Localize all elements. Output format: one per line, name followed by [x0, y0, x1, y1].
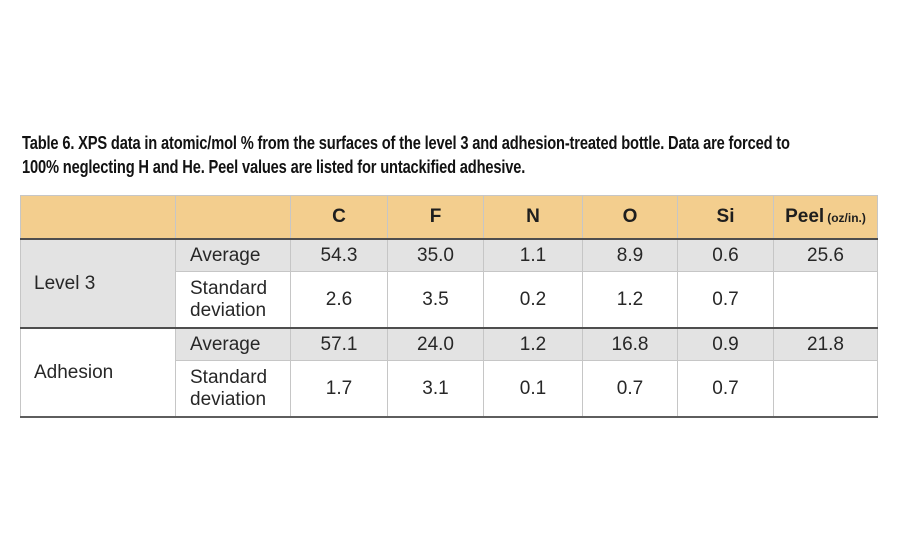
cell-adhesion-std-f: 3.1	[387, 360, 484, 418]
cell-level3-std-si: 0.7	[677, 271, 774, 329]
cell-level3-avg-f: 35.0	[387, 238, 484, 272]
header-fluorine: F	[387, 195, 484, 240]
adhesion-average-row: Adhesion Average 57.1 24.0 1.2 16.8 0.9 …	[20, 327, 878, 418]
caption-line-2: 100% neglecting H and He. Peel values ar…	[22, 157, 526, 177]
cell-adhesion-std-si: 0.7	[677, 360, 774, 418]
cell-adhesion-std-o: 0.7	[582, 360, 678, 418]
header-stat-blank	[175, 195, 291, 240]
stat-label: Average	[175, 327, 291, 361]
cell-level3-avg-c: 54.3	[290, 238, 388, 272]
header-nitrogen: N	[483, 195, 583, 240]
xps-data-table: C F N O Si Peel (oz/in.) Level 3 Average …	[20, 195, 878, 418]
cell-level3-std-c: 2.6	[290, 271, 388, 329]
header-peel: Peel (oz/in.)	[773, 195, 878, 240]
level3-stddev-row: Standard deviation 2.6 3.5 0.2 1.2 0.7	[21, 271, 878, 329]
stat-label: Average	[175, 238, 291, 272]
header-peel-label: Peel	[785, 206, 825, 227]
stat-label: Standard deviation	[175, 360, 291, 418]
cell-adhesion-avg-o: 16.8	[582, 327, 678, 361]
header-oxygen: O	[582, 195, 678, 240]
cell-level3-avg-o: 8.9	[582, 238, 678, 272]
group-label-level3: Level 3	[20, 238, 176, 329]
header-silicon: Si	[677, 195, 774, 240]
level3-average-row: Level 3 Average 54.3 35.0 1.1 8.9 0.6 25…	[20, 238, 878, 329]
group-label-adhesion: Adhesion	[20, 327, 176, 418]
cell-adhesion-avg-f: 24.0	[387, 327, 484, 361]
cell-level3-avg-peel: 25.6	[773, 238, 878, 272]
cell-adhesion-std-peel	[773, 360, 878, 418]
cell-adhesion-avg-n: 1.2	[483, 327, 583, 361]
cell-level3-avg-n: 1.1	[483, 238, 583, 272]
header-carbon: C	[290, 195, 388, 240]
header-peel-unit: (oz/in.)	[827, 211, 866, 225]
cell-level3-std-f: 3.5	[387, 271, 484, 329]
cell-level3-std-o: 1.2	[582, 271, 678, 329]
cell-adhesion-avg-peel: 21.8	[773, 327, 878, 361]
header-group-blank	[20, 195, 176, 240]
stat-label: Standard deviation	[175, 271, 291, 329]
cell-level3-std-n: 0.2	[483, 271, 583, 329]
adhesion-stddev-row: Standard deviation 1.7 3.1 0.1 0.7 0.7	[21, 360, 878, 418]
cell-adhesion-avg-si: 0.9	[677, 327, 774, 361]
cell-adhesion-avg-c: 57.1	[290, 327, 388, 361]
table-caption: Table 6. XPS data in atomic/mol % from t…	[22, 131, 790, 179]
cell-adhesion-std-n: 0.1	[483, 360, 583, 418]
cell-adhesion-std-c: 1.7	[290, 360, 388, 418]
cell-level3-std-peel	[773, 271, 878, 329]
header-row: C F N O Si Peel (oz/in.)	[20, 195, 878, 240]
cell-level3-avg-si: 0.6	[677, 238, 774, 272]
caption-line-1: Table 6. XPS data in atomic/mol % from t…	[22, 133, 790, 153]
